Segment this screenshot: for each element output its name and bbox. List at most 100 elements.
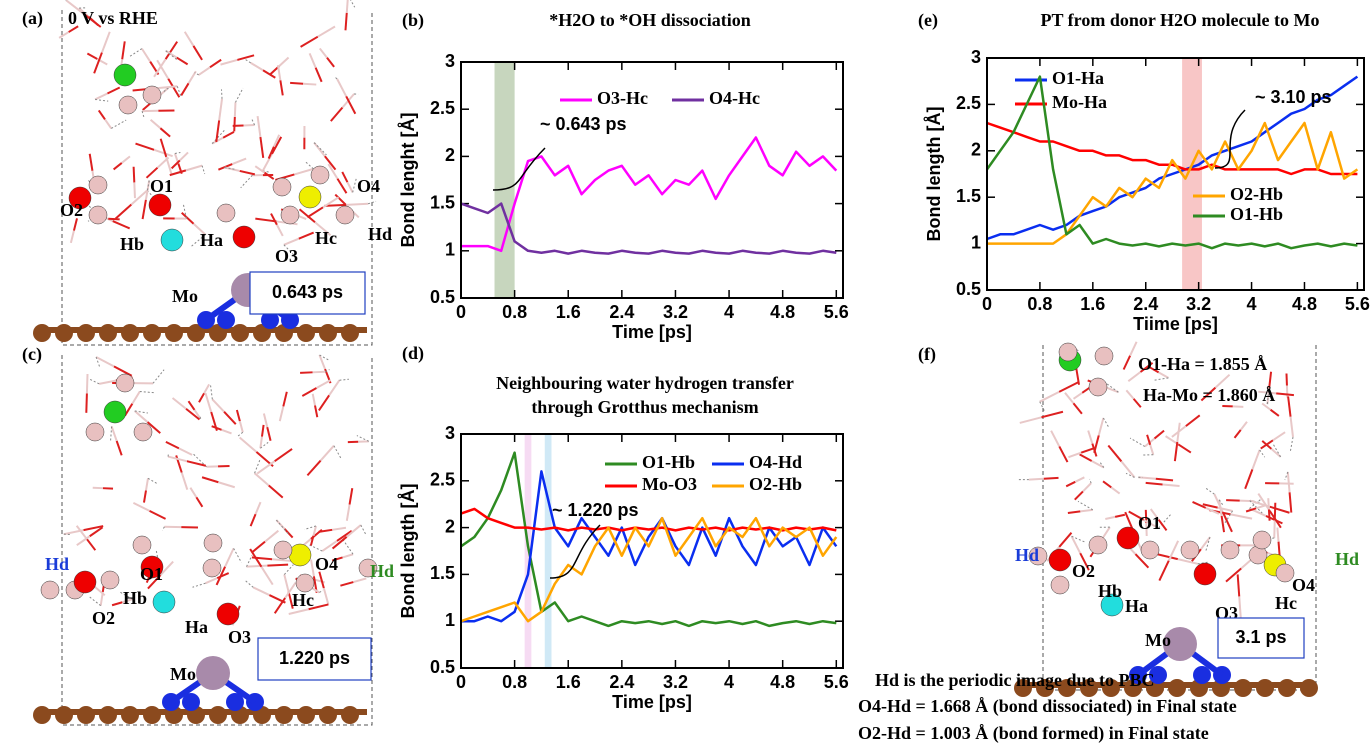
hbond (308, 544, 323, 552)
bond-stick (1289, 416, 1294, 438)
nitrogen-atom (1149, 666, 1167, 684)
bond-stick (1287, 396, 1292, 417)
bond-stick (1177, 443, 1192, 454)
panel-label: (c) (22, 344, 42, 365)
bond-stick (322, 587, 330, 605)
cell-border (61, 10, 373, 346)
bond-stick (165, 49, 178, 59)
hbond (1039, 401, 1046, 412)
bond-stick (193, 409, 202, 420)
hbond (174, 151, 181, 154)
bond-stick (93, 52, 103, 74)
bond-stick (159, 138, 168, 158)
atom (148, 193, 172, 217)
y-tick-label: 1.5 (430, 192, 455, 212)
atom-label: O2 (60, 200, 83, 220)
bond-stick (132, 166, 136, 183)
bond-stick (276, 224, 284, 237)
bond-stick (113, 365, 133, 377)
x-tick-label: 4 (1247, 294, 1257, 314)
bond-stick (270, 213, 278, 226)
atom-label: Hb (1098, 581, 1122, 601)
bond-stick (319, 445, 335, 462)
bond-stick (86, 52, 98, 60)
bond-stick (1079, 552, 1090, 571)
plot-frame (460, 61, 844, 299)
bond-stick (82, 12, 102, 28)
x-tick-label: 4.8 (1292, 294, 1317, 314)
bond-stick (279, 80, 284, 96)
bond-stick (1200, 536, 1211, 550)
bond-stick (1155, 477, 1174, 482)
bond-stick (318, 354, 326, 370)
bond-stick (189, 487, 198, 498)
panel-label: (b) (402, 10, 424, 31)
time-box (249, 271, 366, 315)
hbond (110, 426, 113, 442)
bond-stick (183, 31, 195, 47)
atom (358, 558, 378, 578)
bond-stick (306, 206, 324, 219)
y-axis-label: Bond length [Å] (924, 107, 944, 242)
atom (1193, 562, 1217, 586)
bond-stick (121, 41, 126, 60)
bond-stick (330, 106, 344, 122)
bond-stick (252, 586, 270, 596)
bond-stick (313, 141, 326, 157)
bond-stick (164, 41, 179, 60)
bond-stick (134, 410, 149, 423)
atom (280, 205, 300, 225)
hbond (210, 384, 213, 400)
bond-stick (346, 524, 362, 538)
bond-stick (104, 118, 113, 130)
bond-stick (1072, 391, 1083, 400)
time-label: 0.643 ps (272, 282, 343, 302)
hbond (245, 59, 251, 64)
bond-stick (1064, 392, 1075, 404)
bond-stick (141, 48, 152, 63)
bond-stick (1230, 513, 1253, 520)
bond-stick (1093, 435, 1100, 454)
bond-stick (331, 536, 348, 550)
bond-stick (170, 159, 181, 170)
atom (152, 590, 176, 614)
x-tick-label: 4 (724, 672, 734, 692)
atom-label: Hd (1335, 549, 1359, 569)
bond-stick (1258, 390, 1277, 395)
hbond (146, 180, 150, 192)
bond-stick (1102, 480, 1112, 489)
bond-stick (251, 540, 266, 554)
bond-stick (115, 440, 123, 456)
x-tick-label: 0.8 (502, 302, 527, 322)
bond-stick (1200, 386, 1217, 402)
hbond (1272, 443, 1282, 458)
bond-stick (1233, 429, 1242, 439)
bond-note: Ha-Mo = 1.860 Å (1143, 385, 1275, 405)
bond-stick (1157, 519, 1168, 532)
bond-stick (268, 484, 284, 499)
bond-stick (1067, 510, 1081, 514)
hbond (283, 564, 294, 575)
bond-stick (1251, 449, 1261, 470)
bond-stick (256, 116, 262, 138)
bond-stick (348, 488, 354, 505)
plot-frame (460, 433, 844, 669)
bond-stick (1272, 431, 1286, 442)
bond-stick (1080, 447, 1095, 454)
bond-stick (1270, 448, 1282, 458)
bond-stick (65, 0, 85, 15)
bond-stick (146, 421, 161, 434)
chart-title: PT from donor H2O molecule to Mo (1041, 10, 1320, 30)
bond-stick (1129, 341, 1138, 357)
y-tick-label: 2 (971, 140, 981, 160)
bond-stick (130, 189, 148, 206)
footnote: O4-Hd = 1.668 Å (bond dissociated) in Fi… (858, 696, 1237, 717)
hbond (350, 0, 356, 8)
atom (1048, 548, 1072, 572)
series-line (460, 507, 837, 532)
chart-title: *H2O to *OH dissociation (549, 10, 751, 30)
atom (310, 165, 330, 185)
atom (1094, 346, 1114, 366)
bond-stick (112, 220, 131, 230)
